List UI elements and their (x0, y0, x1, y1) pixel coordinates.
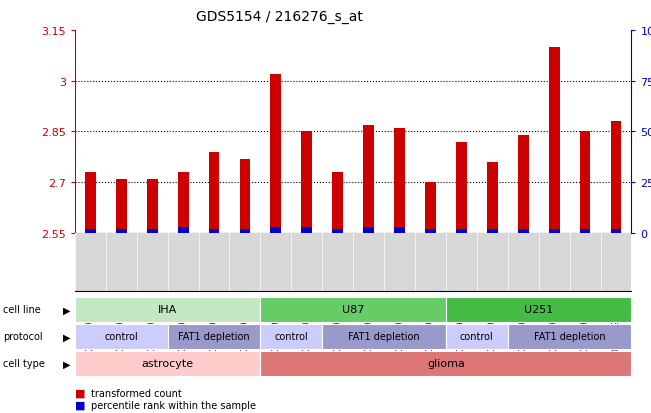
Text: control: control (104, 332, 138, 342)
Text: protocol: protocol (3, 332, 43, 342)
Bar (208, 152, 219, 233)
Text: FAT1 depletion: FAT1 depletion (348, 332, 420, 342)
Bar (146, 229, 158, 233)
Bar (579, 229, 590, 233)
Text: ▶: ▶ (62, 358, 70, 368)
Bar (240, 229, 251, 233)
Text: astrocyte: astrocyte (141, 358, 194, 368)
Text: ▶: ▶ (62, 332, 70, 342)
Bar (611, 229, 622, 233)
Bar (146, 179, 158, 233)
Bar (487, 162, 498, 233)
Text: FAT1 depletion: FAT1 depletion (534, 332, 605, 342)
Bar (270, 227, 281, 233)
Bar (178, 173, 189, 233)
Bar (363, 227, 374, 233)
Bar (85, 173, 96, 233)
Text: U251: U251 (524, 305, 553, 315)
Text: ■: ■ (75, 388, 85, 398)
Bar (579, 132, 590, 233)
Bar (394, 227, 405, 233)
Text: control: control (460, 332, 493, 342)
Bar (178, 227, 189, 233)
Bar (487, 229, 498, 233)
Text: transformed count: transformed count (91, 388, 182, 398)
Bar (301, 132, 312, 233)
Bar (332, 229, 343, 233)
Text: ▶: ▶ (62, 305, 70, 315)
Bar (85, 229, 96, 233)
Bar (518, 135, 529, 233)
Bar (549, 48, 560, 233)
Bar (270, 75, 281, 233)
Bar (332, 173, 343, 233)
Bar (301, 227, 312, 233)
Bar (456, 142, 467, 233)
Bar (549, 229, 560, 233)
Text: control: control (275, 332, 308, 342)
Bar (208, 229, 219, 233)
Bar (611, 122, 622, 233)
Text: cell type: cell type (3, 358, 45, 368)
Bar (456, 229, 467, 233)
Bar (425, 183, 436, 233)
Bar (240, 159, 251, 233)
Text: ■: ■ (75, 400, 85, 410)
Bar (116, 229, 127, 233)
Text: glioma: glioma (427, 358, 465, 368)
Bar (518, 229, 529, 233)
Bar (394, 129, 405, 233)
Text: percentile rank within the sample: percentile rank within the sample (91, 400, 256, 410)
Text: IHA: IHA (158, 305, 177, 315)
Text: cell line: cell line (3, 305, 41, 315)
Text: GDS5154 / 216276_s_at: GDS5154 / 216276_s_at (197, 10, 363, 24)
Bar (116, 179, 127, 233)
Text: U87: U87 (342, 305, 365, 315)
Text: FAT1 depletion: FAT1 depletion (178, 332, 250, 342)
Bar (425, 229, 436, 233)
Bar (363, 126, 374, 233)
